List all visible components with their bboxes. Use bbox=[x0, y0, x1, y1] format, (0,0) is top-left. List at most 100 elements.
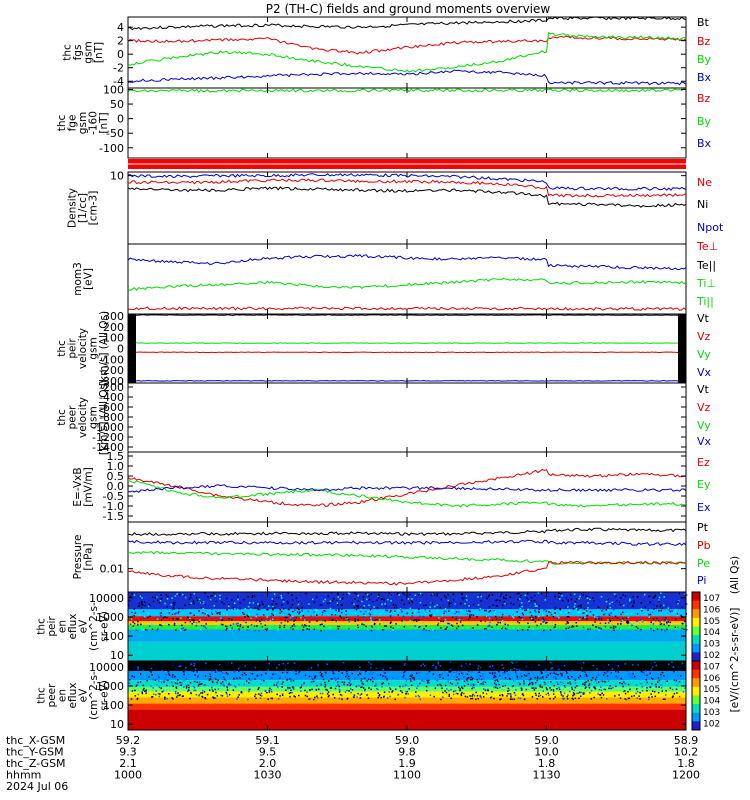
spectrogram-pixel bbox=[624, 595, 627, 597]
spectrogram-pixel bbox=[554, 600, 556, 603]
spectrogram-pixel bbox=[204, 603, 206, 606]
y-axis-label-line: [km/s] (All Qs) bbox=[98, 311, 110, 386]
spectrogram-pixel bbox=[211, 686, 213, 689]
spectrogram-pixel bbox=[526, 665, 528, 668]
spectrogram-pixel bbox=[133, 676, 135, 678]
spectrogram-pixel bbox=[557, 683, 559, 685]
spectrogram-pixel bbox=[565, 627, 567, 630]
spectrogram-pixel bbox=[640, 602, 643, 604]
spectrogram-pixel bbox=[263, 680, 265, 682]
spectrogram-pixel bbox=[226, 664, 229, 666]
spectrogram-pixel bbox=[243, 598, 245, 601]
spectrogram-pixel bbox=[333, 669, 335, 672]
spectrogram-pixel bbox=[264, 689, 267, 692]
colorbar-cell bbox=[692, 600, 700, 610]
spectrogram-pixel bbox=[148, 605, 150, 608]
spectrogram-pixel bbox=[519, 596, 522, 599]
spectrogram-pixel bbox=[370, 629, 373, 632]
spectrogram-pixel bbox=[178, 611, 180, 613]
spectrogram-pixel bbox=[187, 668, 190, 670]
spectrogram-pixel bbox=[261, 679, 263, 681]
spectrogram-pixel bbox=[168, 674, 171, 677]
spectrogram-pixel bbox=[142, 684, 145, 687]
spectrogram-pixel bbox=[314, 676, 316, 679]
spectrogram-pixel bbox=[271, 612, 273, 615]
spectrogram-pixel bbox=[403, 593, 406, 596]
spectrogram-pixel bbox=[509, 596, 512, 598]
spectrogram-pixel bbox=[283, 607, 285, 610]
spectrogram-pixel bbox=[433, 594, 436, 596]
spectrogram-pixel bbox=[438, 666, 441, 669]
spectrogram-pixel bbox=[235, 622, 237, 624]
y-axis-label-line: peir bbox=[67, 338, 79, 359]
spectrogram-pixel bbox=[356, 696, 358, 698]
spectrogram-pixel bbox=[573, 605, 576, 608]
spectrogram-pixel bbox=[371, 626, 374, 628]
spectrogram-pixel bbox=[245, 674, 247, 676]
spectrogram-pixel bbox=[505, 594, 507, 596]
spectrogram-pixel bbox=[320, 696, 323, 699]
spectrogram-pixel bbox=[270, 615, 272, 618]
spectrogram-pixel bbox=[154, 597, 157, 599]
spectrogram-pixel bbox=[354, 620, 357, 623]
spectrogram-pixel bbox=[459, 689, 461, 692]
spectrogram-pixel bbox=[505, 628, 508, 630]
spectrogram-pixel bbox=[282, 602, 284, 604]
spectrogram-pixel bbox=[607, 664, 610, 666]
spectrogram-pixel bbox=[394, 698, 396, 701]
colorbar-cell bbox=[692, 712, 700, 722]
spectrogram-pixel bbox=[282, 668, 285, 670]
spectrogram-pixel bbox=[620, 620, 623, 623]
spectrogram-pixel bbox=[362, 596, 365, 598]
spectrogram-pixel bbox=[577, 605, 580, 608]
spectrogram-pixel bbox=[584, 684, 586, 686]
spectrogram-pixel bbox=[277, 698, 280, 700]
spectrogram-pixel bbox=[559, 598, 561, 600]
spectrogram-pixel bbox=[465, 595, 468, 597]
spectrogram-pixel bbox=[560, 612, 562, 614]
spectrogram-pixel bbox=[187, 673, 190, 676]
spectrogram-pixel bbox=[507, 692, 509, 695]
spectrogram-pixel bbox=[405, 691, 408, 693]
spectrogram-pixel bbox=[228, 603, 230, 606]
spectrogram-pixel bbox=[288, 692, 291, 695]
spectrogram-pixel bbox=[527, 622, 529, 625]
spectrogram-pixel bbox=[133, 622, 136, 625]
spectrogram-pixel bbox=[583, 608, 586, 610]
spectrogram-pixel bbox=[375, 687, 378, 690]
legend-entry: Bx bbox=[697, 137, 712, 150]
spectrogram-pixel bbox=[338, 691, 341, 693]
spectrogram-pixel bbox=[379, 596, 381, 599]
spectrogram-pixel bbox=[447, 624, 449, 627]
spectrogram-pixel bbox=[278, 663, 280, 666]
spectrogram-pixel bbox=[140, 663, 143, 666]
spectrogram-pixel bbox=[156, 629, 159, 631]
spectrogram-pixel bbox=[276, 682, 279, 685]
spectrogram-pixel bbox=[238, 629, 240, 632]
spectrogram-pixel bbox=[495, 599, 497, 602]
spectrogram-pixel bbox=[466, 673, 469, 675]
spectrogram-pixel bbox=[275, 684, 278, 686]
spectrogram-pixel bbox=[128, 604, 130, 607]
spectrogram-pixel bbox=[185, 685, 188, 687]
spectrogram-pixel bbox=[173, 662, 175, 665]
spectrogram-pixel bbox=[270, 677, 272, 680]
spectrogram-pixel bbox=[550, 613, 553, 616]
spectrogram-pixel bbox=[160, 607, 162, 610]
spectrogram-pixel bbox=[236, 698, 238, 700]
y-tick-label: -600 bbox=[99, 401, 124, 414]
spectrogram-pixel bbox=[215, 600, 217, 602]
spectrogram-pixel bbox=[372, 600, 374, 603]
spectrogram-pixel bbox=[371, 676, 374, 679]
spectrogram-pixel bbox=[241, 611, 244, 614]
spectrogram-pixel bbox=[366, 664, 369, 667]
spectrogram-pixel bbox=[394, 610, 396, 612]
spectrogram-pixel bbox=[324, 662, 327, 665]
spectrogram-pixel bbox=[236, 677, 238, 680]
spectrogram-pixel bbox=[515, 689, 517, 691]
spectrogram-pixel bbox=[340, 611, 343, 614]
spectrogram-pixel bbox=[585, 595, 587, 598]
spectrogram-pixel bbox=[498, 670, 500, 673]
spectrogram-pixel bbox=[501, 694, 504, 697]
